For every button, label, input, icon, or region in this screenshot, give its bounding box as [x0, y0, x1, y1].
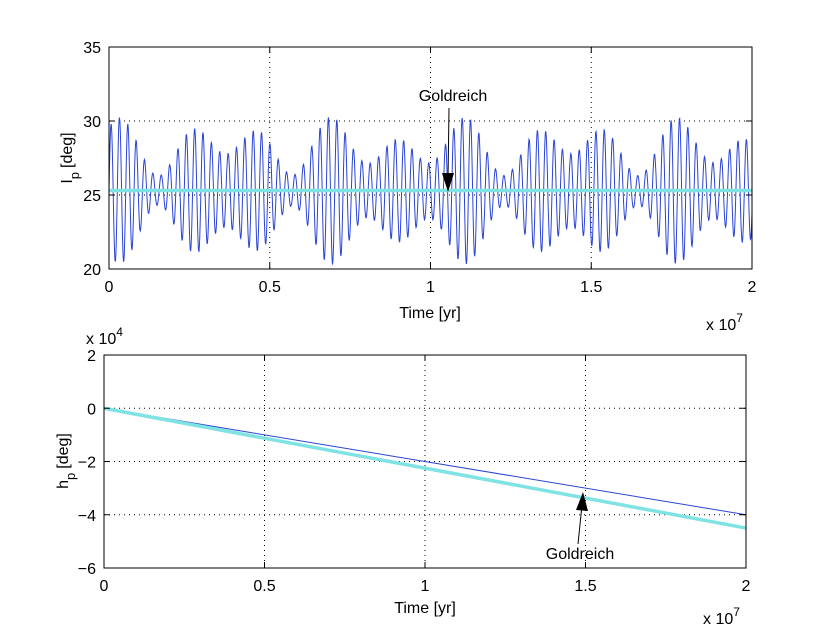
- node-goldreich-annotation: Goldreich: [546, 546, 614, 563]
- inclination-ticks: [108, 46, 753, 270]
- inclination-ytick-label-3: 35: [83, 40, 101, 57]
- node-numerical-line: [103, 407, 747, 516]
- node-xtick-label-3: 1.5: [574, 578, 596, 595]
- inclination-annotation-arrow: [442, 107, 454, 192]
- node-ytick-label-1: −4: [78, 508, 96, 525]
- inclination-xlabel: Time [yr]: [399, 305, 461, 322]
- inclination-xtick-label-4: 2: [748, 279, 757, 296]
- node-xtick-label-1: 0.5: [253, 578, 275, 595]
- node-annotation-arrow: [576, 492, 588, 545]
- node-ytick-label-2: −2: [78, 455, 96, 472]
- node-tick-labels: 0 0.5 1 1.5 2 −6 −4 −2 0 2: [78, 348, 751, 595]
- inclination-series: [108, 117, 753, 266]
- node-ytick-label-0: −6: [78, 561, 96, 578]
- node-grid: [104, 355, 746, 568]
- inclination-ytick-label-0: 20: [83, 262, 101, 279]
- node-xtick-label-0: 0: [100, 578, 109, 595]
- node-series: [103, 406, 747, 530]
- inclination-numerical-line: [108, 117, 753, 266]
- inclination-xtick-label-3: 1.5: [580, 279, 602, 296]
- node-ticks: [103, 354, 747, 569]
- inclination-ytick-label-2: 30: [83, 114, 101, 131]
- inclination-chart: 0 0.5 1 1.5 2 20 25 30 35 Time [yr] x 107 Ip[deg…: [59, 40, 757, 334]
- node-xtick-label-4: 2: [742, 578, 751, 595]
- node-ylabel: hp[deg]: [55, 433, 78, 489]
- node-ytick-label-3: 0: [87, 401, 96, 418]
- inclination-xtick-label-1: 0.5: [259, 279, 281, 296]
- node-xtick-label-2: 1: [421, 578, 430, 595]
- node-xlabel: Time [yr]: [394, 600, 456, 617]
- inclination-xtick-label-2: 1: [426, 279, 435, 296]
- inclination-ylabel: Ip[deg]: [59, 132, 82, 183]
- node-ytick-label-4: 2: [87, 348, 96, 365]
- inclination-tick-labels: 0 0.5 1 1.5 2 20 25 30 35: [83, 40, 756, 296]
- inclination-goldreich-annotation: Goldreich: [419, 88, 487, 105]
- node-chart: 0 0.5 1 1.5 2−6−4−202 Time [yr] x 107 x 104 …: [55, 325, 751, 625]
- node-x-multiplier: x 107: [703, 605, 740, 625]
- inclination-x-multiplier: x 107: [706, 311, 743, 334]
- node-goldreich-line: [103, 406, 747, 530]
- inclination-xtick-label-0: 0: [105, 279, 114, 296]
- inclination-ytick-label-1: 25: [83, 188, 101, 205]
- node-y-multiplier: x 104: [86, 325, 123, 348]
